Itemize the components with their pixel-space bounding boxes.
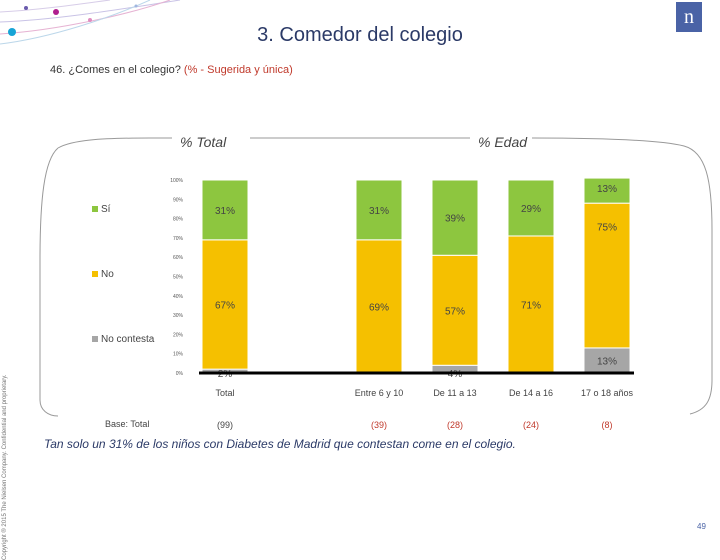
bar-segment: [507, 235, 555, 374]
data-label-no: 67%: [215, 300, 235, 311]
page-number: 49: [697, 522, 706, 531]
stacked-bar-chart: 0%10%20%30%40%50%60%70%80%90%100%2%67%31…: [170, 177, 634, 430]
legend-item-si: Sí: [92, 204, 110, 215]
y-tick-label: 90%: [173, 197, 184, 203]
bar-segment: [507, 179, 555, 237]
x-category-label: De 11 a 13: [433, 388, 476, 398]
bar-segment: [355, 179, 403, 241]
y-tick-label: 0%: [176, 371, 184, 377]
question-text: 46. ¿Comes en el colegio? (% - Sugerida …: [50, 64, 293, 76]
decorative-background: [0, 0, 713, 417]
bar-segment: [201, 239, 249, 370]
data-label-si: 31%: [369, 206, 389, 217]
legend-item-no: No: [92, 269, 114, 280]
y-tick-label: 10%: [173, 352, 184, 358]
legend-label-si: Sí: [101, 204, 111, 215]
legend-item-no-contesta: No contesta: [92, 334, 154, 345]
y-tick-label: 100%: [170, 178, 183, 184]
base-label: Base: Total: [105, 419, 150, 429]
y-tick-label: 20%: [173, 332, 184, 338]
bar-segment: [355, 239, 403, 374]
y-tick-label: 40%: [173, 294, 184, 300]
base-value: (24): [523, 420, 539, 430]
base-value: (99): [217, 420, 233, 430]
bar-segment: [201, 179, 249, 241]
x-category-label: Entre 6 y 10: [355, 388, 404, 398]
data-label-no-contesta: 13%: [597, 356, 617, 367]
base-value: (8): [602, 420, 613, 430]
bar-segment: [583, 347, 631, 374]
bar-segment: [583, 202, 631, 349]
data-label-no: 75%: [597, 222, 617, 233]
y-tick-label: 30%: [173, 313, 184, 319]
section-label-edad: % Edad: [478, 134, 528, 150]
section-label-total: % Total: [180, 134, 227, 150]
y-tick-label: 70%: [173, 236, 184, 242]
bar-segment: [431, 254, 479, 366]
nielsen-logo: n: [676, 2, 702, 32]
legend-swatch-si: [92, 206, 98, 213]
y-tick-label: 50%: [173, 275, 184, 281]
legend-swatch-no-contesta: [92, 336, 98, 343]
data-label-no: 57%: [445, 306, 465, 317]
copyright-text: Copyright ® 2015 The Nielsen Company. Co…: [2, 374, 8, 560]
x-category-label: 17 o 18 años: [581, 388, 634, 398]
question-tag: (% - Sugerida y única): [183, 64, 293, 76]
data-label-no: 69%: [369, 302, 389, 313]
y-tick-label: 80%: [173, 217, 184, 223]
data-label-si: 39%: [445, 214, 465, 225]
y-tick-label: 60%: [173, 255, 184, 261]
data-label-si: 29%: [521, 204, 541, 215]
base-value: (39): [371, 420, 387, 430]
data-label-si: 13%: [597, 184, 617, 195]
question-prefix: 46. ¿Comes en el colegio?: [50, 64, 181, 76]
conclusion-text: Tan solo un 31% de los niños con Diabete…: [44, 437, 516, 451]
bar-segment: [431, 179, 479, 256]
bar-segment: [583, 177, 631, 204]
legend-label-no-contesta: No contesta: [101, 334, 155, 345]
base-value: (28): [447, 420, 463, 430]
legend-swatch-no: [92, 271, 98, 278]
data-label-no: 71%: [521, 300, 541, 311]
page-title: 3. Comedor del colegio: [257, 24, 463, 46]
legend-label-no: No: [101, 269, 114, 280]
x-category-label: De 14 a 16: [509, 388, 553, 398]
x-category-label: Total: [215, 388, 234, 398]
data-label-si: 31%: [215, 206, 235, 217]
